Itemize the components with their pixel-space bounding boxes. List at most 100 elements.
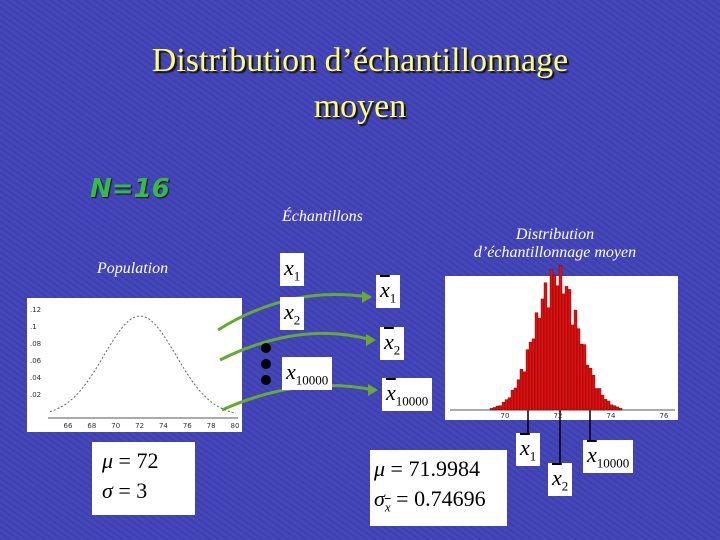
y-tick-label: .08	[30, 340, 41, 348]
y-tick-label: .02	[30, 391, 41, 399]
index: 2	[561, 478, 569, 494]
histogram-bar	[504, 399, 509, 411]
symbol: x	[386, 380, 396, 405]
histogram-bar	[579, 343, 584, 411]
x-tick-label: 72	[135, 422, 144, 430]
histogram-bar	[516, 379, 521, 411]
mean-box: x1	[376, 275, 401, 309]
stat-row: μ = 71.9984	[374, 454, 503, 484]
histogram-bar	[528, 341, 533, 411]
histogram-bar	[510, 389, 515, 411]
population-graph	[27, 298, 242, 432]
symbol: σ	[374, 486, 385, 511]
x-tick-label: 68	[87, 422, 96, 430]
histogram-bar	[495, 405, 500, 411]
distribution-label: Distribution d’échantillonnage moyen	[440, 226, 670, 262]
histogram-bar	[558, 265, 563, 411]
histogram-bar	[573, 309, 578, 411]
sample-box: x10000	[282, 357, 333, 391]
histogram-bar	[507, 397, 512, 411]
y-tick-label: .06	[30, 357, 42, 365]
sample-box: x2	[280, 297, 305, 331]
histogram-bar	[546, 307, 551, 411]
value: 3	[136, 478, 148, 503]
x-tick-label: 66	[64, 422, 73, 430]
symbol: x	[587, 442, 597, 467]
histogram-bar	[567, 289, 572, 411]
symbol: x	[520, 435, 530, 460]
marker-box: x1	[516, 433, 541, 467]
mean-box: x10000	[382, 378, 433, 412]
op: =	[118, 448, 131, 473]
x-tick-label: 76	[660, 412, 669, 420]
x-tick-label: 70	[111, 422, 120, 430]
histogram-bar	[531, 338, 536, 411]
y-tick-label: .12	[30, 306, 41, 314]
histogram-bar	[489, 408, 494, 411]
symbol: x	[286, 359, 296, 384]
histogram-bar	[540, 298, 545, 411]
histogram-bar	[612, 405, 617, 411]
histogram-bar	[570, 324, 575, 411]
population-label: Population	[97, 260, 169, 277]
index: 2	[293, 312, 301, 328]
y-tick-label: .04	[30, 374, 42, 382]
index: 10000	[295, 372, 329, 388]
histogram-bar	[534, 312, 539, 411]
histogram-bar	[525, 349, 530, 411]
ellipsis	[261, 343, 271, 385]
x-tick-label: 80	[231, 422, 240, 430]
histogram-bar	[492, 407, 497, 411]
index: 2	[393, 342, 401, 358]
mean-box: x2	[380, 327, 405, 361]
x-tick-label: 78	[207, 422, 216, 430]
x-tick-label: 72	[554, 412, 563, 420]
pointers	[527, 408, 591, 463]
op: =	[118, 478, 131, 503]
histogram-bar	[588, 367, 593, 411]
op: =	[390, 456, 403, 481]
symbol: x	[284, 255, 294, 280]
title-line: moyen	[313, 88, 407, 125]
value: 71.9984	[408, 456, 480, 481]
histogram-bar	[597, 388, 602, 411]
stat-row: μ = 72	[102, 446, 185, 476]
y-tick-label: .1	[30, 323, 37, 331]
label-line: Distribution	[515, 226, 595, 243]
symbol: μ	[374, 456, 386, 481]
symbol: x	[552, 465, 562, 490]
value: 72	[136, 448, 159, 473]
sub: x	[384, 499, 391, 515]
histogram-bar	[576, 328, 581, 411]
op: =	[396, 486, 409, 511]
index: 1	[529, 448, 537, 464]
symbol: σ	[102, 478, 113, 503]
population-stats: μ = 72 σ = 3	[92, 442, 195, 515]
histogram-bar	[537, 318, 542, 411]
histogram-bar	[609, 404, 614, 411]
histogram-bar	[564, 286, 569, 411]
histogram-bar	[543, 282, 548, 411]
histogram-bar	[615, 406, 620, 411]
histogram-bar	[549, 268, 554, 411]
stat-row: σ = 3	[102, 476, 185, 506]
symbol: x	[284, 299, 294, 324]
marker-box: x10000	[583, 440, 634, 474]
x-tick-label: 70	[501, 412, 510, 420]
histogram-bar	[552, 274, 557, 411]
histogram-bar	[522, 371, 527, 411]
samples-label: Échantillons	[282, 208, 363, 225]
population-curve	[49, 315, 237, 414]
histogram-bar	[519, 368, 524, 411]
symbol: x	[384, 329, 394, 354]
histogram-bar	[555, 285, 560, 411]
histogram-bar	[513, 387, 518, 411]
distribution-stats: μ = 71.9984 σx = 0.74696	[370, 450, 507, 526]
sample-box: x1	[280, 253, 305, 287]
label-line: d’échantillonnage moyen	[473, 244, 637, 261]
sample-size: N=16	[90, 174, 170, 204]
stat-row: σx = 0.74696	[374, 484, 503, 522]
histogram-bar	[606, 400, 611, 411]
histogram-bar	[585, 365, 590, 411]
